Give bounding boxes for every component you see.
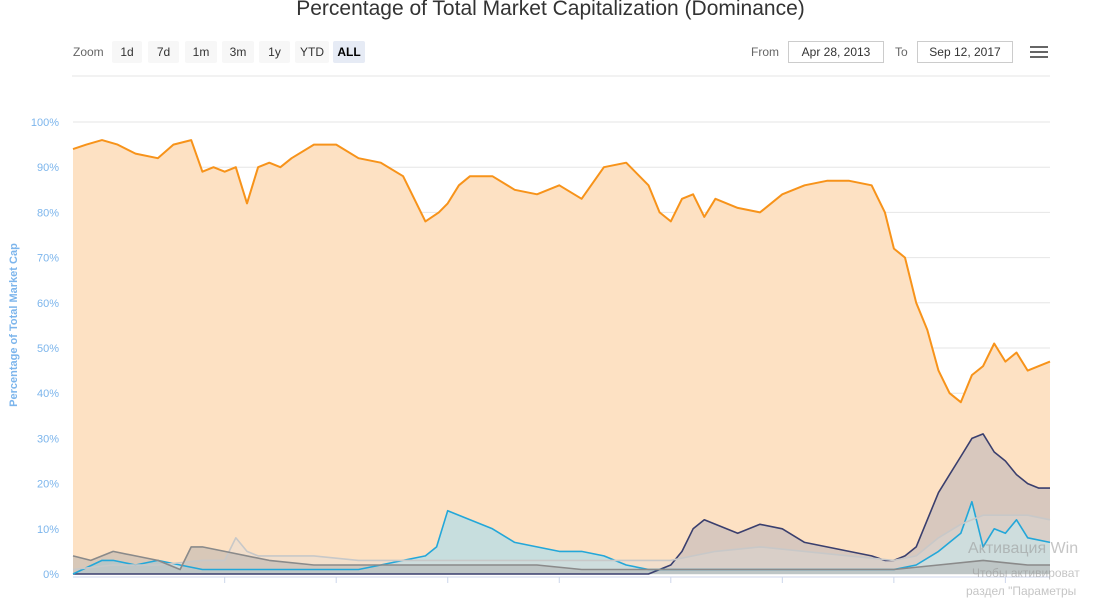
zoom-1y-button[interactable]: 1y bbox=[259, 41, 290, 63]
y-tick-label: 0% bbox=[43, 569, 59, 581]
y-tick-label: 90% bbox=[37, 162, 59, 174]
watermark-line-2: Чтобы активироват bbox=[972, 566, 1080, 580]
area-others bbox=[73, 515, 1050, 574]
y-tick-label: 70% bbox=[37, 253, 59, 265]
zoom-1d-button[interactable]: 1d bbox=[112, 41, 142, 63]
line-bitcoin[interactable] bbox=[72, 139, 1051, 404]
to-label: To bbox=[895, 45, 908, 59]
line-ethereum[interactable] bbox=[73, 433, 1050, 575]
area-bitcoin bbox=[73, 140, 1050, 574]
watermark-line-1: Активация Win bbox=[968, 540, 1079, 557]
y-tick-label: 50% bbox=[37, 343, 59, 355]
line-litecoin[interactable] bbox=[72, 546, 1050, 571]
y-tick-label: 100% bbox=[31, 117, 59, 129]
from-date-input[interactable]: Apr 28, 2013 bbox=[788, 41, 884, 63]
y-tick-label: 30% bbox=[37, 433, 59, 445]
zoom-1m-button[interactable]: 1m bbox=[185, 41, 217, 63]
zoom-7d-button[interactable]: 7d bbox=[148, 41, 179, 63]
y-tick-label: 10% bbox=[37, 524, 59, 536]
zoom-ytd-button[interactable]: YTD bbox=[295, 41, 329, 63]
chart-title: Percentage of Total Market Capitalizatio… bbox=[296, 0, 805, 20]
y-tick-label: 40% bbox=[37, 388, 59, 400]
y-tick-label: 80% bbox=[37, 207, 59, 219]
zoom-all-button[interactable]: ALL bbox=[333, 41, 365, 63]
zoom-label: Zoom bbox=[73, 45, 104, 59]
y-tick-label: 60% bbox=[37, 298, 59, 310]
y-tick-label: 20% bbox=[37, 479, 59, 491]
line-others[interactable] bbox=[72, 514, 1051, 571]
zoom-3m-button[interactable]: 3m bbox=[222, 41, 254, 63]
area-ripple bbox=[73, 501, 1050, 574]
y-axis-title: Percentage of Total Market Cap bbox=[8, 243, 20, 407]
from-label: From bbox=[751, 45, 779, 59]
hamburger-menu-icon[interactable] bbox=[1030, 46, 1048, 60]
to-date-input[interactable]: Sep 12, 2017 bbox=[917, 41, 1013, 63]
watermark-line-3: раздел "Параметры bbox=[966, 584, 1077, 598]
area-litecoin bbox=[73, 546, 1050, 574]
